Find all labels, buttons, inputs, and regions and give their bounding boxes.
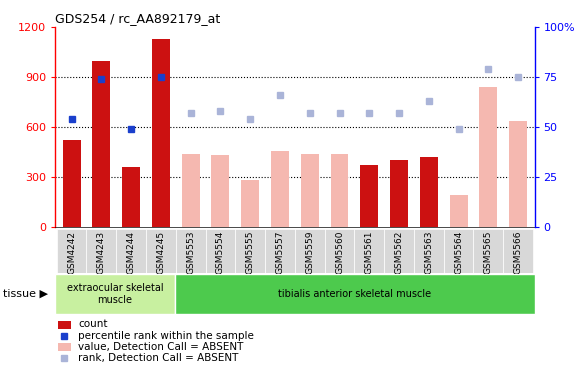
Bar bbox=[206, 229, 235, 273]
Text: GDS254 / rc_AA892179_at: GDS254 / rc_AA892179_at bbox=[55, 12, 220, 25]
Text: GSM5562: GSM5562 bbox=[394, 231, 404, 274]
Text: GSM5565: GSM5565 bbox=[484, 231, 493, 274]
Bar bbox=[58, 343, 71, 351]
Text: extraocular skeletal
muscle: extraocular skeletal muscle bbox=[67, 283, 163, 305]
Bar bbox=[92, 61, 110, 227]
Bar bbox=[390, 160, 408, 227]
Bar bbox=[211, 156, 229, 227]
Bar bbox=[55, 274, 175, 314]
Bar bbox=[265, 229, 295, 273]
Bar bbox=[384, 229, 414, 273]
Bar bbox=[87, 229, 116, 273]
Bar bbox=[479, 87, 497, 227]
Bar bbox=[241, 180, 259, 227]
Bar bbox=[116, 229, 146, 273]
Text: GSM5561: GSM5561 bbox=[365, 231, 374, 274]
Text: percentile rank within the sample: percentile rank within the sample bbox=[78, 330, 254, 340]
Text: GSM4242: GSM4242 bbox=[67, 231, 76, 274]
Bar bbox=[354, 229, 384, 273]
Bar bbox=[235, 229, 265, 273]
Text: rank, Detection Call = ABSENT: rank, Detection Call = ABSENT bbox=[78, 353, 239, 363]
Text: GSM5557: GSM5557 bbox=[275, 231, 285, 274]
Text: GSM5563: GSM5563 bbox=[424, 231, 433, 274]
Bar bbox=[63, 141, 81, 227]
Bar bbox=[58, 321, 71, 329]
Bar bbox=[152, 39, 170, 227]
Bar bbox=[444, 229, 474, 273]
Text: tibialis anterior skeletal muscle: tibialis anterior skeletal muscle bbox=[278, 289, 431, 299]
Bar bbox=[414, 229, 444, 273]
Text: count: count bbox=[78, 320, 107, 329]
Bar bbox=[57, 229, 87, 273]
Text: GSM4243: GSM4243 bbox=[97, 231, 106, 274]
Bar bbox=[420, 157, 437, 227]
Text: GSM5553: GSM5553 bbox=[186, 231, 195, 274]
Bar bbox=[331, 154, 349, 227]
Bar bbox=[450, 195, 468, 227]
Text: tissue ▶: tissue ▶ bbox=[3, 289, 48, 299]
Bar bbox=[509, 120, 527, 227]
Bar bbox=[301, 154, 318, 227]
Text: GSM5559: GSM5559 bbox=[305, 231, 314, 274]
Bar bbox=[176, 229, 206, 273]
Text: GSM5566: GSM5566 bbox=[514, 231, 523, 274]
Text: GSM4244: GSM4244 bbox=[127, 231, 135, 274]
Bar bbox=[360, 165, 378, 227]
Text: GSM5554: GSM5554 bbox=[216, 231, 225, 274]
Bar bbox=[122, 167, 140, 227]
Bar bbox=[182, 154, 200, 227]
Text: value, Detection Call = ABSENT: value, Detection Call = ABSENT bbox=[78, 342, 243, 352]
Bar bbox=[325, 229, 354, 273]
Bar bbox=[175, 274, 535, 314]
Text: GSM4245: GSM4245 bbox=[156, 231, 166, 274]
Text: GSM5564: GSM5564 bbox=[454, 231, 463, 274]
Bar bbox=[503, 229, 533, 273]
Bar bbox=[271, 151, 289, 227]
Text: GSM5560: GSM5560 bbox=[335, 231, 344, 274]
Text: GSM5555: GSM5555 bbox=[246, 231, 254, 274]
Bar bbox=[295, 229, 325, 273]
Bar bbox=[146, 229, 176, 273]
Bar bbox=[474, 229, 503, 273]
